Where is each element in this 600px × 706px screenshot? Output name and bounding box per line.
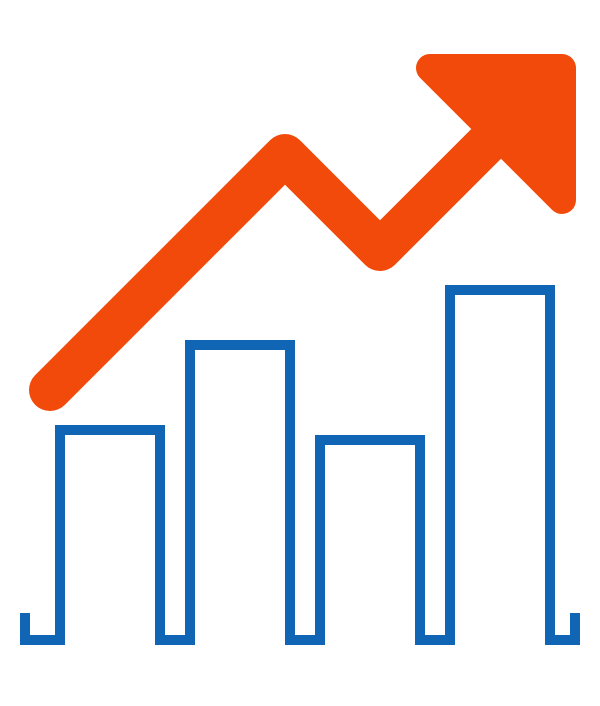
chart-svg [0,0,600,706]
growth-chart-icon [0,0,600,706]
trend-arrow [50,68,562,390]
